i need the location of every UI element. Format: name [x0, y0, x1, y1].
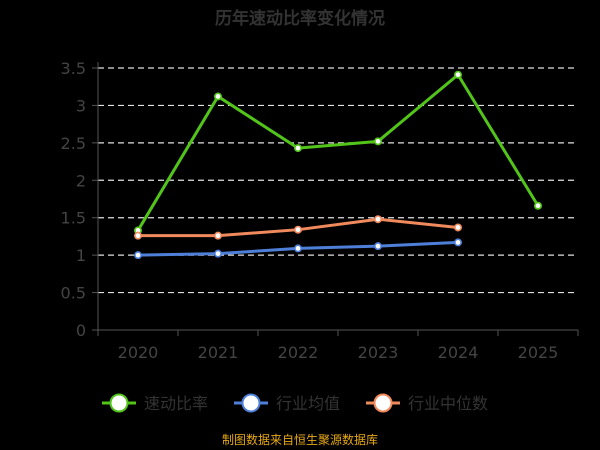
- data-point[interactable]: [214, 231, 223, 240]
- source-note: 制图数据来自恒生聚源数据库: [222, 432, 378, 447]
- data-point[interactable]: [293, 225, 302, 234]
- data-point[interactable]: [293, 244, 302, 253]
- data-point[interactable]: [134, 251, 143, 260]
- y-tick-label: 3: [76, 96, 86, 115]
- data-point[interactable]: [373, 215, 382, 224]
- legend-marker-icon: [373, 393, 393, 413]
- legend[interactable]: 速动比率 行业均值 行业中位数: [102, 393, 488, 413]
- x-tick-label: 2022: [278, 343, 319, 362]
- y-tick-label: 1: [76, 246, 86, 265]
- legend-marker-icon: [241, 393, 261, 413]
- data-point[interactable]: [533, 201, 542, 210]
- y-tick-label: 0.5: [61, 284, 86, 303]
- data-point[interactable]: [453, 70, 462, 79]
- x-tick-label: 2020: [118, 343, 159, 362]
- legend-label: 行业均值: [276, 394, 340, 413]
- legend-item-0[interactable]: 速动比率: [102, 393, 208, 413]
- data-point[interactable]: [214, 92, 223, 101]
- grid: [98, 67, 578, 294]
- x-tick-label: 2025: [518, 343, 559, 362]
- data-point[interactable]: [453, 238, 462, 247]
- series: [134, 70, 542, 260]
- y-tick-label: 3.5: [61, 59, 86, 78]
- data-point[interactable]: [373, 137, 382, 146]
- x-tick-label: 2021: [198, 343, 239, 362]
- x-tick-label: 2024: [438, 343, 479, 362]
- y-tick-label: 2.5: [61, 134, 86, 153]
- data-point[interactable]: [293, 144, 302, 153]
- legend-marker-icon: [109, 393, 129, 413]
- axes: 0 0.5 1 1.5 2 2.5 3 3.5 2020 2021 2022 2023 2024 2025: [61, 59, 579, 362]
- y-tick-label: 1.5: [61, 209, 86, 228]
- legend-item-1[interactable]: 行业均值: [234, 393, 340, 413]
- data-point[interactable]: [373, 242, 382, 251]
- y-tick-label: 0: [76, 321, 86, 340]
- data-point[interactable]: [134, 231, 143, 240]
- legend-label: 行业中位数: [408, 394, 488, 413]
- x-tick-label: 2023: [358, 343, 399, 362]
- legend-item-2[interactable]: 行业中位数: [366, 393, 488, 413]
- data-point[interactable]: [214, 249, 223, 258]
- chart-title: 历年速动比率变化情况: [215, 8, 385, 29]
- y-tick-label: 2: [76, 171, 86, 190]
- series-line-0: [136, 73, 540, 232]
- legend-label: 速动比率: [144, 394, 208, 413]
- data-point[interactable]: [453, 223, 462, 232]
